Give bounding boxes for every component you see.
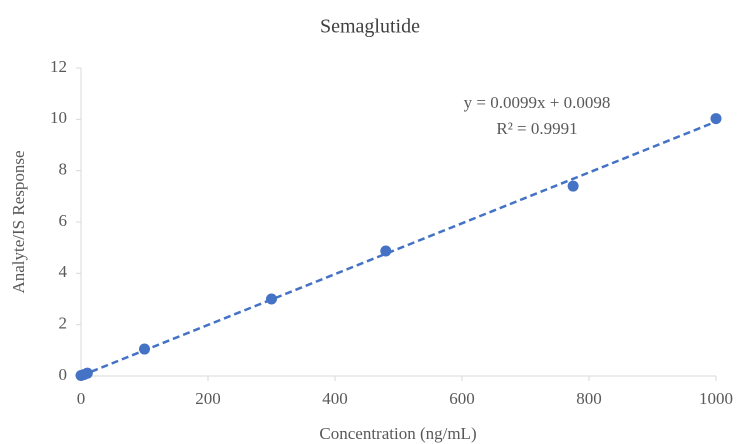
y-tick-label: 10 — [50, 108, 67, 127]
chart-title: Semaglutide — [320, 16, 420, 38]
x-tick-label: 800 — [576, 389, 602, 408]
y-tick-label: 12 — [50, 57, 67, 76]
x-tick-label: 400 — [322, 389, 348, 408]
x-axis-label: Concentration (ng/mL) — [319, 424, 476, 443]
x-tick-label: 0 — [77, 389, 86, 408]
y-tick-label: 2 — [59, 314, 68, 333]
y-tick-label: 0 — [59, 365, 68, 384]
y-axis-label: Analyte/IS Response — [9, 150, 28, 293]
data-point — [139, 343, 150, 355]
data-point — [266, 293, 277, 305]
y-tick-label: 4 — [59, 262, 68, 281]
x-tick-label: 600 — [449, 389, 475, 408]
trendline-equation: y = 0.0099x + 0.0098 — [464, 93, 611, 112]
data-point — [380, 245, 392, 257]
trendline-r-squared: R² = 0.9991 — [496, 119, 577, 138]
x-tick-label: 1000 — [699, 389, 733, 408]
y-tick-label: 6 — [59, 211, 68, 230]
data-point — [567, 180, 579, 192]
trendline — [80, 120, 717, 377]
data-point — [710, 113, 722, 125]
y-tick-label: 8 — [59, 160, 68, 179]
data-point — [81, 367, 93, 379]
x-tick-label: 200 — [195, 389, 221, 408]
